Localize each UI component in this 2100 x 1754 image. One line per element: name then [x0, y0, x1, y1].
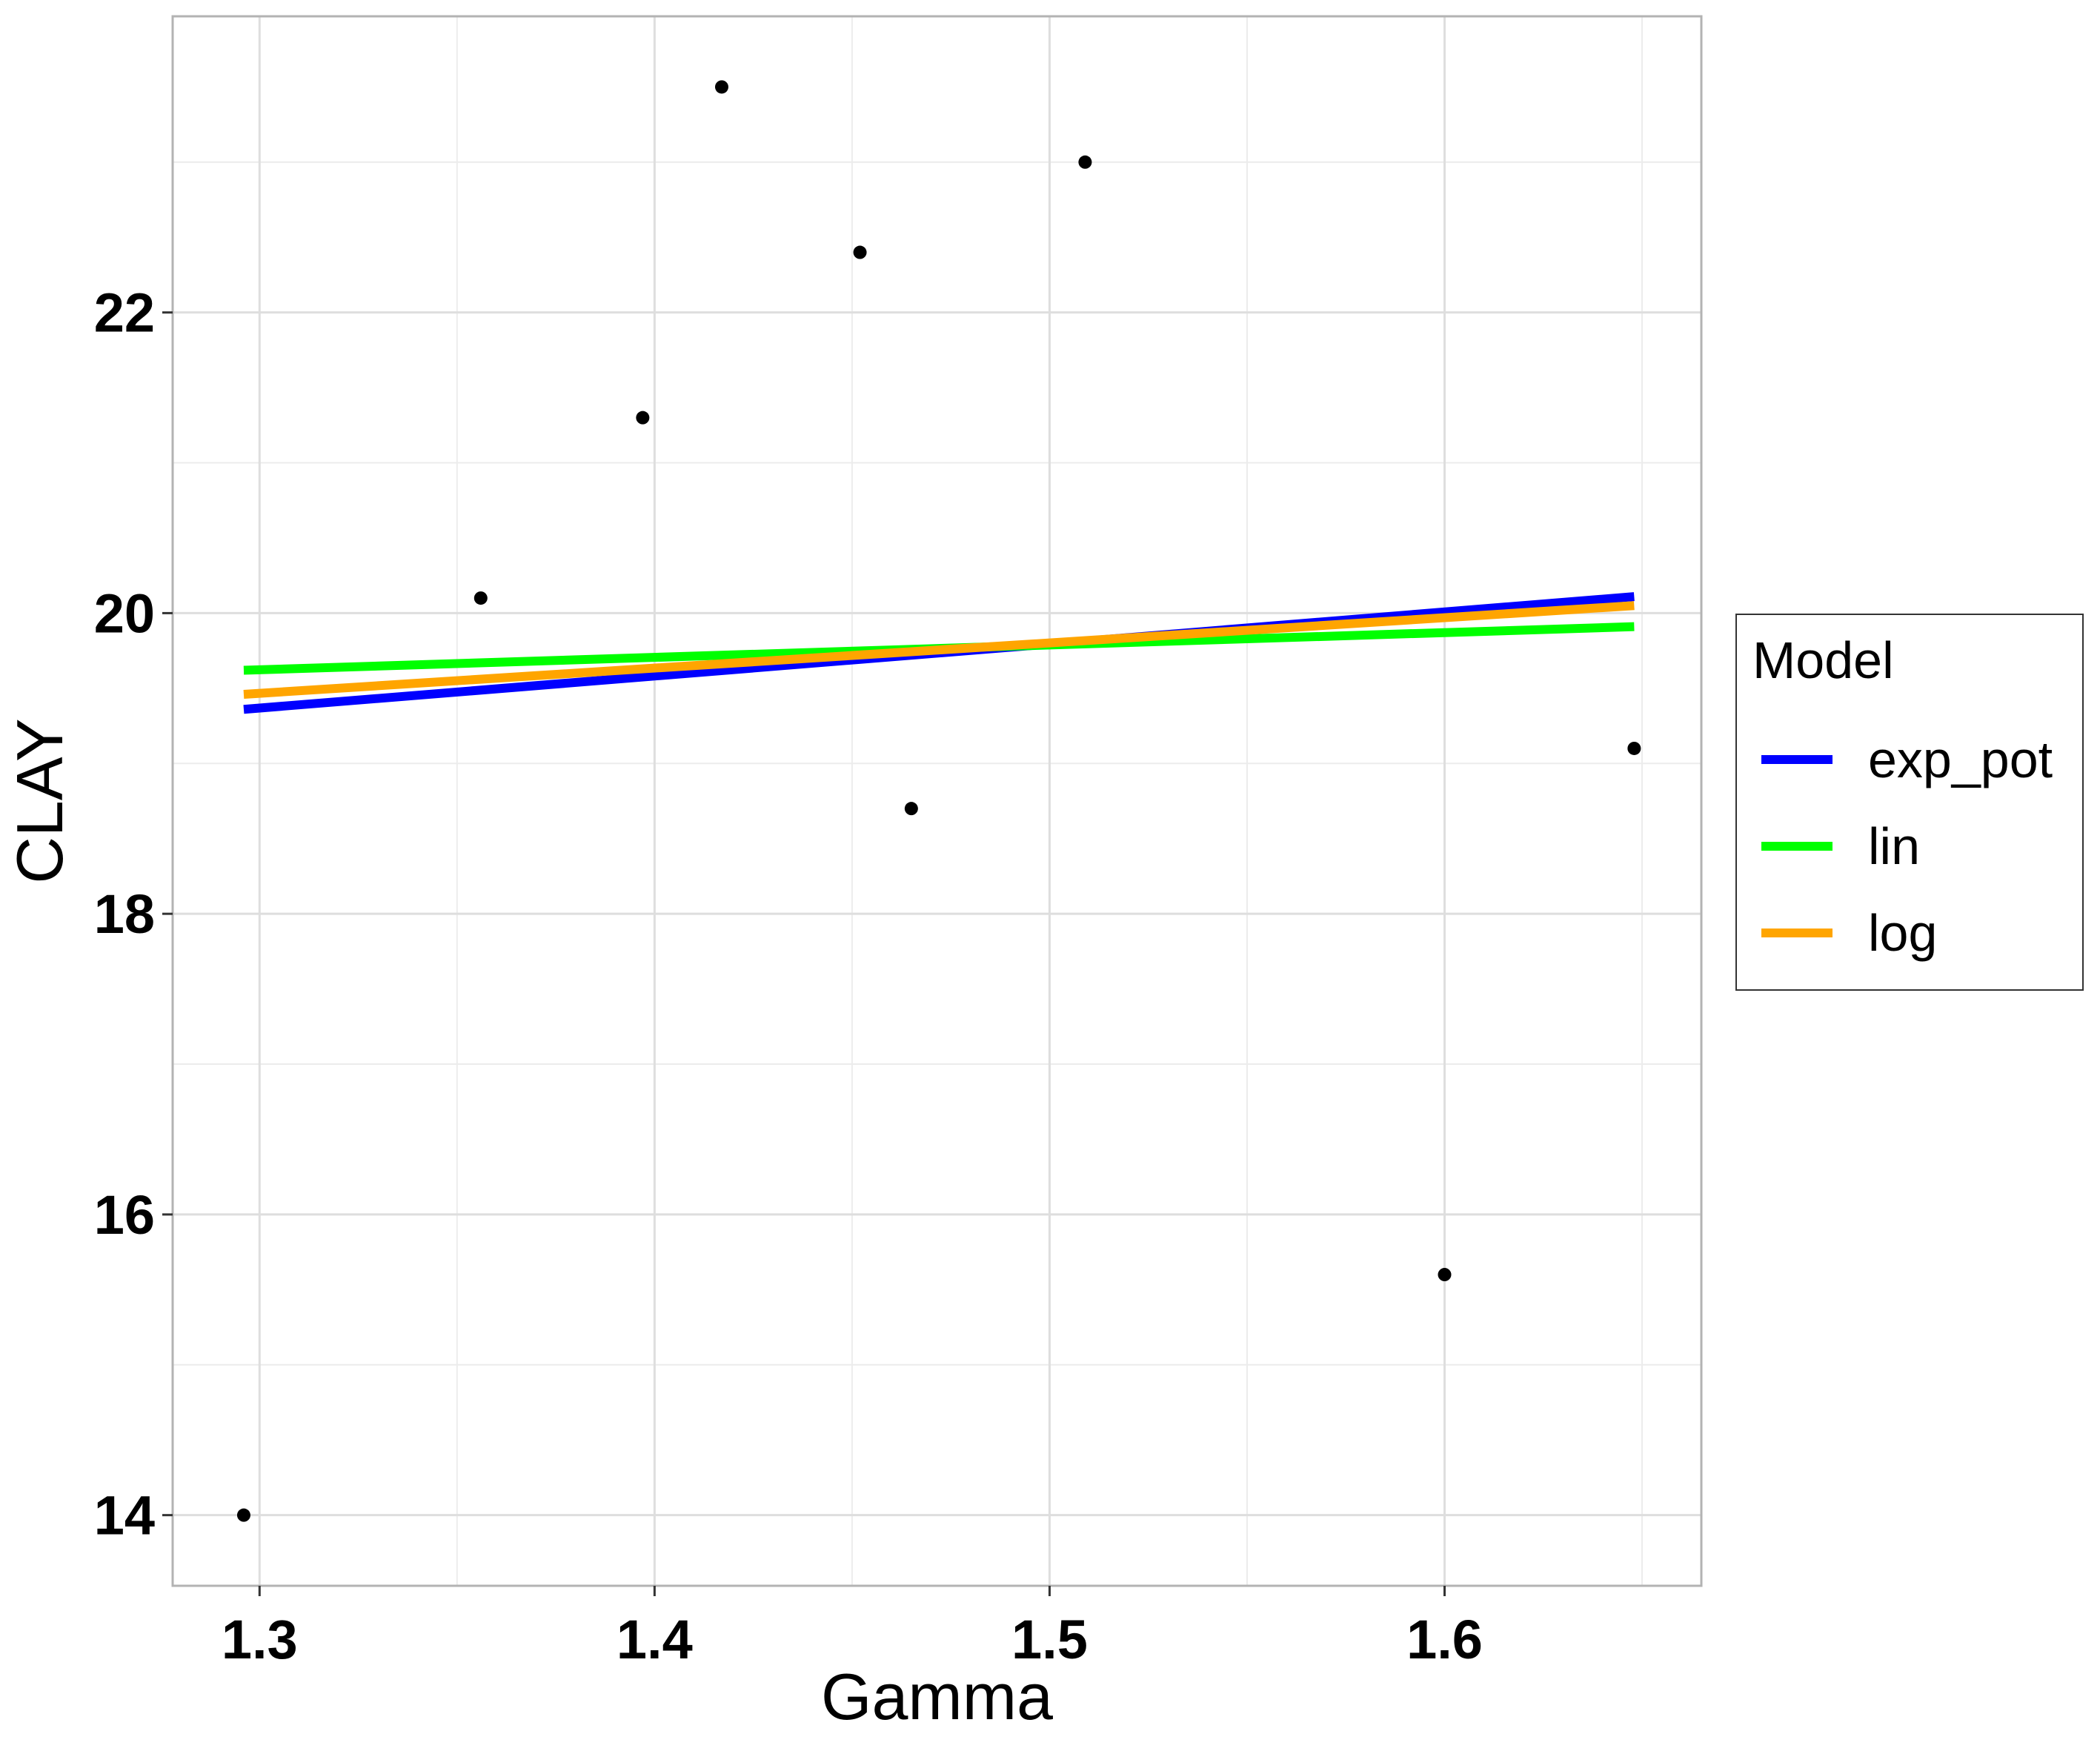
- x-tick-label: 1.4: [617, 1609, 693, 1670]
- legend-label-lin: lin: [1868, 817, 1920, 875]
- data-point: [236, 1508, 250, 1522]
- plot-panel-border: [171, 15, 1703, 1587]
- grid: [173, 16, 1701, 1586]
- legend-box: [1735, 614, 2084, 991]
- data-point: [1438, 1268, 1452, 1282]
- x-axis-ticks: 1.3 1.4 1.5 1.6: [222, 1586, 1483, 1670]
- data-point: [474, 591, 488, 605]
- data-point: [1078, 155, 1092, 169]
- y-axis-title: CLAY: [3, 718, 76, 883]
- series-line-log: [243, 601, 1635, 699]
- y-axis-ticks: 14 16 18 20 22: [94, 282, 173, 1547]
- legend-title: Model: [1752, 631, 1894, 689]
- y-tick-label: 16: [94, 1184, 155, 1246]
- y-tick-label: 20: [94, 582, 155, 644]
- x-axis-title: Gamma: [821, 1660, 1053, 1733]
- y-tick-label: 18: [94, 883, 155, 945]
- data-points: [236, 80, 1641, 1522]
- series-lines: [243, 592, 1635, 714]
- x-tick-label: 1.6: [1406, 1609, 1483, 1670]
- legend-label-log: log: [1868, 904, 1937, 962]
- y-tick-label: 22: [94, 282, 155, 344]
- data-point: [636, 411, 650, 425]
- data-point: [714, 80, 728, 94]
- y-tick-label: 14: [94, 1485, 155, 1547]
- data-point: [904, 802, 918, 816]
- data-point: [1627, 741, 1641, 755]
- x-tick-label: 1.3: [222, 1609, 298, 1670]
- data-point: [853, 245, 867, 259]
- x-tick-label: 1.5: [1011, 1609, 1088, 1670]
- legend-label-exp-pot: exp_pot: [1868, 731, 2053, 788]
